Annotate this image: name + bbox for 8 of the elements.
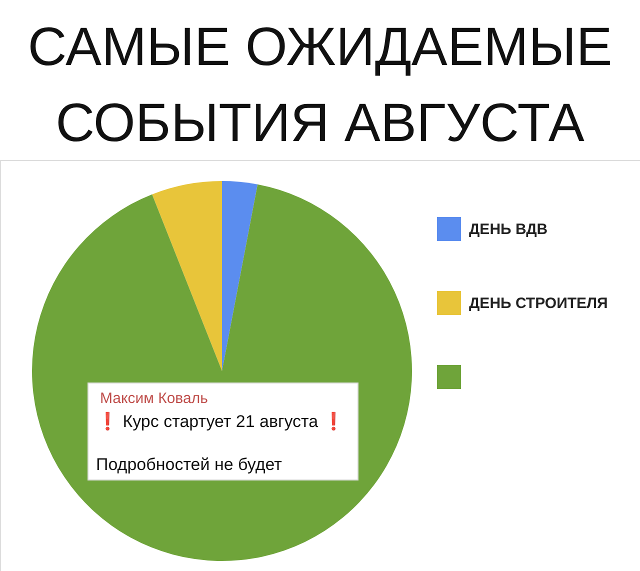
chart-title: САМЫЕ ОЖИДАЕМЫЕ СОБЫТИЯ АВГУСТА bbox=[28, 17, 612, 153]
pie-slice bbox=[152, 181, 222, 371]
text: ❗ Курс стартует 21 августа ❗ bbox=[97, 411, 344, 431]
legend-label: ДЕНЬ ВДВ bbox=[469, 221, 548, 238]
legend-label: ДЕНЬ СТРОИТЕЛЯ bbox=[469, 295, 608, 312]
text: Подробностей не будет bbox=[96, 455, 282, 474]
text: Максим Коваль bbox=[100, 390, 208, 407]
pie-slice bbox=[222, 181, 258, 371]
